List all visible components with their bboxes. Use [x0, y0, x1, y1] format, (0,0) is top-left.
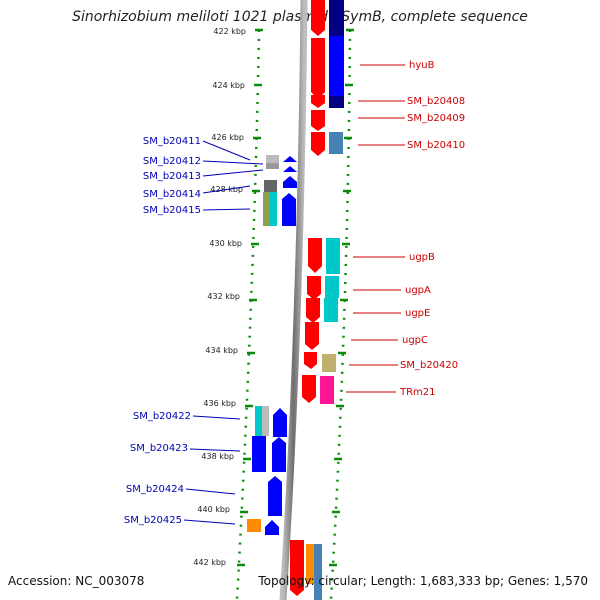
kbp-label: 434 kbp: [205, 346, 238, 355]
gene-arrow[interactable]: [272, 437, 286, 472]
gene-arrow[interactable]: [268, 476, 282, 516]
gene-label[interactable]: ugpA: [405, 285, 431, 296]
gene-arrow[interactable]: [265, 520, 279, 535]
gene-label[interactable]: SM_b20415: [143, 205, 201, 216]
gene-block[interactable]: [270, 192, 277, 226]
dna-backbone: [279, 0, 308, 600]
scale-major-ticks: [237, 28, 354, 567]
kbp-label: 422 kbp: [213, 27, 246, 36]
gene-label[interactable]: SM_b20408: [407, 96, 465, 107]
gene-label[interactable]: SM_b20423: [130, 443, 188, 454]
gene-label[interactable]: ugpC: [402, 335, 428, 346]
gene-block[interactable]: [255, 406, 262, 436]
gene-arrow[interactable]: [311, 95, 325, 108]
gene-block[interactable]: [266, 155, 279, 163]
gene-block[interactable]: [262, 406, 269, 436]
kbp-label: 430 kbp: [209, 239, 242, 248]
gene-arrow[interactable]: [283, 166, 297, 172]
scale-dotted-line-left: [235, 29, 261, 600]
topology-text: Topology: circular; Length: 1,683,333 bp…: [258, 574, 588, 588]
forward-strand-genes: [290, 0, 344, 600]
gene-label[interactable]: TRm21: [399, 387, 436, 398]
gene-label[interactable]: ugpB: [409, 252, 435, 263]
leader-lines-left: [183, 140, 264, 525]
kbp-label: 440 kbp: [197, 505, 230, 514]
scale-dotted-line-right: [329, 29, 352, 600]
gene-label[interactable]: SM_b20412: [143, 156, 201, 167]
gene-block[interactable]: [325, 276, 339, 298]
gene-block[interactable]: [263, 192, 270, 226]
leader-lines-right: [346, 64, 405, 393]
gene-labels-right: hyuB SM_b20408 SM_b20409 SM_b20410 ugpB …: [399, 60, 465, 398]
gene-arrow[interactable]: [290, 540, 304, 596]
gene-block[interactable]: [322, 354, 336, 372]
gene-arrow[interactable]: [311, 110, 325, 131]
gene-label[interactable]: SM_b20411: [143, 136, 201, 147]
gene-label[interactable]: SM_b20424: [126, 484, 184, 495]
gene-block[interactable]: [266, 163, 279, 169]
gene-arrow[interactable]: [306, 298, 320, 323]
gene-block[interactable]: [247, 519, 261, 532]
gene-block[interactable]: [252, 436, 266, 472]
map-title: Sinorhizobium meliloti 1021 plasmid pSym…: [72, 9, 528, 25]
scale-track: [235, 28, 354, 600]
gene-arrow[interactable]: [311, 0, 325, 36]
gene-block[interactable]: [329, 36, 344, 96]
kbp-label: 442 kbp: [193, 558, 226, 567]
gene-label[interactable]: SM_b20425: [124, 515, 182, 526]
gene-label[interactable]: SM_b20409: [407, 113, 465, 124]
gene-arrow[interactable]: [308, 238, 322, 273]
accession-text: Accession: NC_003078: [8, 574, 145, 588]
gene-label[interactable]: hyuB: [409, 60, 435, 71]
reverse-strand-genes: [247, 155, 297, 535]
kbp-label: 432 kbp: [207, 292, 240, 301]
gene-block[interactable]: [314, 544, 322, 600]
kbp-labels: 422 kbp 424 kbp 426 kbp 428 kbp 430 kbp …: [193, 27, 246, 567]
gene-arrow[interactable]: [311, 38, 325, 99]
gene-block[interactable]: [324, 298, 338, 322]
gene-block[interactable]: [326, 238, 340, 274]
gene-block[interactable]: [264, 180, 277, 192]
kbp-label: 426 kbp: [211, 133, 244, 142]
gene-arrow[interactable]: [302, 375, 316, 403]
gene-label[interactable]: SM_b20414: [143, 189, 201, 200]
kbp-label: 424 kbp: [212, 81, 245, 90]
gene-label[interactable]: ugpE: [405, 308, 430, 319]
gene-arrow[interactable]: [305, 322, 319, 350]
gene-labels-left: SM_b20411 SM_b20412 SM_b20413 SM_b20414 …: [124, 136, 201, 526]
kbp-label: 438 kbp: [201, 452, 234, 461]
gene-arrow[interactable]: [304, 352, 317, 369]
gene-arrow[interactable]: [311, 132, 325, 156]
gene-arrow[interactable]: [283, 156, 297, 162]
gene-arrow[interactable]: [282, 193, 296, 226]
gene-block[interactable]: [329, 132, 343, 154]
kbp-label: 436 kbp: [203, 399, 236, 408]
gene-arrow[interactable]: [273, 408, 287, 437]
gene-label[interactable]: SM_b20420: [400, 360, 458, 371]
gene-block[interactable]: [320, 376, 334, 404]
gene-arrow[interactable]: [307, 276, 321, 300]
gene-block[interactable]: [306, 544, 314, 584]
gene-arrow[interactable]: [283, 176, 297, 188]
gene-label[interactable]: SM_b20422: [133, 411, 191, 422]
gene-label[interactable]: SM_b20413: [143, 171, 201, 182]
gene-label[interactable]: SM_b20410: [407, 140, 465, 151]
